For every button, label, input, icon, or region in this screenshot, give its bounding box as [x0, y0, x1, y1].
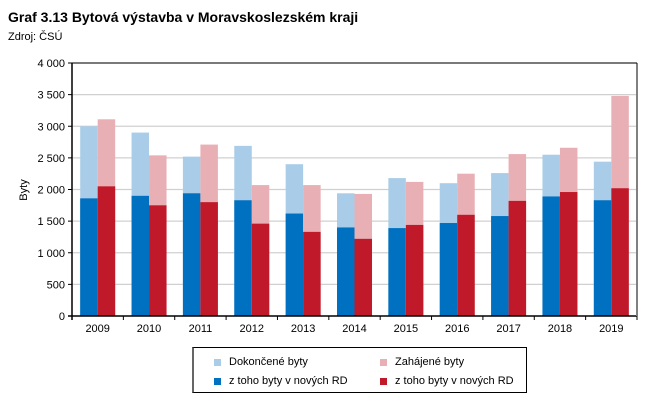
- x-tick-label: 2010: [137, 323, 161, 335]
- y-tick-label: 1 000: [37, 248, 65, 260]
- legend-item-started-rd: z toho byty v nových RD: [380, 375, 514, 387]
- bar-started-rd: [508, 200, 527, 316]
- legend-label-started: Zahájené byty: [395, 356, 465, 368]
- legend-swatch-started: [380, 358, 387, 366]
- y-tick-label: 2 000: [37, 185, 65, 197]
- x-tick-label: 2011: [189, 323, 213, 335]
- y-tick-labels: 0 500 1 000 1 500 2 000 2 500 3 000 3 500 4 000: [37, 58, 65, 323]
- x-tick-label: 2018: [548, 323, 572, 335]
- y-tick-label: 3 000: [37, 121, 65, 133]
- bar-started-rd: [559, 192, 578, 316]
- legend-item-completed: Dokončené byty: [214, 356, 308, 368]
- x-tick-label: 2012: [240, 323, 264, 335]
- x-tick-label: 2019: [599, 323, 623, 335]
- chart-source: Zdroj: ČSÚ: [8, 31, 63, 43]
- bars: [80, 95, 629, 316]
- legend-swatch-completed-rd: [214, 377, 221, 385]
- y-tick-label: 2 500: [37, 153, 65, 165]
- bar-completed-rd: [131, 195, 150, 316]
- x-tick-label: 2014: [342, 323, 366, 335]
- bar-started-rd: [457, 214, 475, 316]
- bar-started-rd: [251, 223, 270, 316]
- bar-completed-rd: [182, 193, 201, 316]
- x-tick-label: 2015: [394, 323, 418, 335]
- bar-completed-rd: [285, 213, 304, 316]
- bar-completed-rd: [337, 227, 355, 316]
- legend-swatch-completed: [214, 358, 221, 366]
- x-tick-label: 2017: [496, 323, 520, 335]
- bar-started-rd: [303, 231, 321, 316]
- bar-started-rd: [200, 202, 218, 316]
- x-tick-label: 2013: [291, 323, 315, 335]
- y-axis-label: Byty: [18, 179, 30, 201]
- legend-swatch-started-rd: [380, 377, 387, 385]
- x-tick-label: 2016: [445, 323, 469, 335]
- legend-label-completed-rd: z toho byty v nových RD: [229, 375, 348, 387]
- y-tick-label: 0: [59, 311, 65, 323]
- bar-completed-rd: [542, 196, 560, 316]
- bar-started-rd: [354, 238, 372, 316]
- x-tick-labels: 2009 2010 2011 2012 2013 2014 2015 2016 2017 2018…: [85, 323, 623, 335]
- legend-item-completed-rd: z toho byty v nových RD: [214, 375, 348, 387]
- bar-completed-rd: [593, 200, 612, 316]
- bar-completed-rd: [491, 216, 509, 316]
- bar-started-rd: [149, 205, 167, 316]
- legend-label-started-rd: z toho byty v nových RD: [395, 375, 514, 387]
- bar-started-rd: [97, 186, 116, 316]
- bar-started-rd: [405, 224, 424, 316]
- bar-completed-rd: [388, 228, 406, 316]
- bar-started-rd: [611, 188, 629, 316]
- legend-item-started: Zahájené byty: [380, 356, 464, 368]
- bar-completed-rd: [234, 200, 252, 316]
- x-tick-label: 2009: [85, 323, 109, 335]
- y-tick-label: 500: [47, 279, 65, 291]
- legend-label-completed: Dokončené byty: [229, 356, 308, 368]
- axes: [68, 62, 638, 320]
- y-tick-label: 4 000: [37, 58, 65, 70]
- y-tick-label: 3 500: [37, 90, 65, 102]
- legend: Dokončené byty Zahájené byty z toho byty…: [192, 347, 527, 393]
- chart-title: Graf 3.13 Bytová výstavba v Moravskoslez…: [8, 9, 359, 25]
- bar-completed-rd: [80, 198, 98, 316]
- y-tick-label: 1 500: [37, 216, 65, 228]
- bar-completed-rd: [439, 223, 458, 316]
